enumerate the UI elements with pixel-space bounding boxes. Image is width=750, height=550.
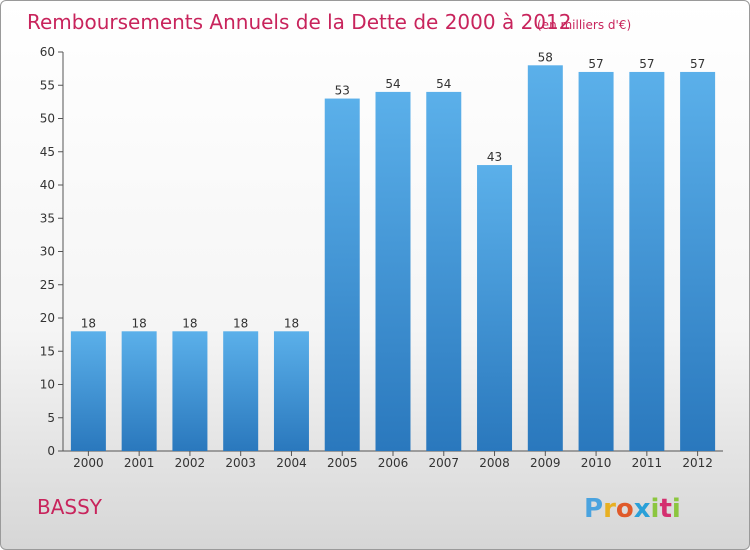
y-tick-label: 25 bbox=[40, 278, 55, 292]
bar-value-label: 54 bbox=[436, 77, 451, 91]
y-tick-label: 50 bbox=[40, 112, 55, 126]
town-name: BASSY bbox=[37, 495, 103, 519]
bar bbox=[273, 331, 309, 451]
y-tick-label: 60 bbox=[40, 45, 55, 59]
logo-letter: o bbox=[616, 494, 634, 524]
x-tick-label: 2001 bbox=[124, 456, 155, 470]
x-tick-label: 2003 bbox=[225, 456, 256, 470]
bar-value-label: 18 bbox=[233, 316, 248, 330]
bar bbox=[324, 98, 360, 452]
x-tick-label: 2010 bbox=[581, 456, 612, 470]
x-tick-label: 2011 bbox=[632, 456, 663, 470]
logo-letter: x bbox=[634, 494, 651, 524]
x-tick-label: 2006 bbox=[378, 456, 409, 470]
bar bbox=[223, 331, 259, 451]
bar-value-label: 58 bbox=[538, 50, 553, 64]
chart-title: Remboursements Annuels de la Dette de 20… bbox=[27, 10, 571, 34]
chart-unit-label: (en milliers d'€) bbox=[537, 18, 631, 32]
x-tick-label: 2000 bbox=[73, 456, 104, 470]
bar bbox=[70, 331, 106, 451]
bar bbox=[527, 65, 563, 452]
bar bbox=[172, 331, 208, 451]
bar bbox=[426, 91, 462, 452]
bar-value-label: 18 bbox=[81, 316, 96, 330]
y-tick-label: 0 bbox=[47, 444, 55, 458]
logo-letter: i bbox=[651, 494, 660, 524]
bar-value-label: 18 bbox=[284, 316, 299, 330]
y-tick-label: 15 bbox=[40, 344, 55, 358]
x-tick-label: 2012 bbox=[682, 456, 713, 470]
bar-value-label: 18 bbox=[182, 316, 197, 330]
y-tick-label: 20 bbox=[40, 311, 55, 325]
bar bbox=[121, 331, 157, 451]
x-tick-label: 2004 bbox=[276, 456, 307, 470]
y-tick-label: 45 bbox=[40, 145, 55, 159]
bar-value-label: 54 bbox=[385, 77, 400, 91]
bar-value-label: 57 bbox=[690, 57, 705, 71]
y-tick-label: 40 bbox=[40, 178, 55, 192]
logo-letter: t bbox=[659, 494, 671, 524]
bar bbox=[680, 71, 716, 451]
x-tick-label: 2008 bbox=[479, 456, 510, 470]
bar-value-label: 53 bbox=[335, 84, 350, 98]
y-tick-label: 55 bbox=[40, 78, 55, 92]
x-tick-label: 2007 bbox=[428, 456, 459, 470]
logo-letter: i bbox=[672, 494, 681, 524]
bar-value-label: 57 bbox=[639, 57, 654, 71]
bar bbox=[578, 71, 614, 451]
y-tick-label: 10 bbox=[40, 378, 55, 392]
y-tick-label: 5 bbox=[47, 411, 55, 425]
bar bbox=[629, 71, 665, 451]
bar-value-label: 57 bbox=[588, 57, 603, 71]
logo-letter: r bbox=[603, 494, 616, 524]
logo-letter: P bbox=[584, 494, 603, 524]
y-tick-label: 35 bbox=[40, 211, 55, 225]
proxiti-logo: Proxiti bbox=[584, 494, 681, 524]
x-tick-label: 2005 bbox=[327, 456, 358, 470]
x-tick-label: 2009 bbox=[530, 456, 561, 470]
y-tick-label: 30 bbox=[40, 245, 55, 259]
bar bbox=[477, 165, 513, 452]
bar bbox=[375, 91, 411, 452]
bar-value-label: 43 bbox=[487, 150, 502, 164]
x-tick-label: 2002 bbox=[175, 456, 206, 470]
bar-value-label: 18 bbox=[132, 316, 147, 330]
